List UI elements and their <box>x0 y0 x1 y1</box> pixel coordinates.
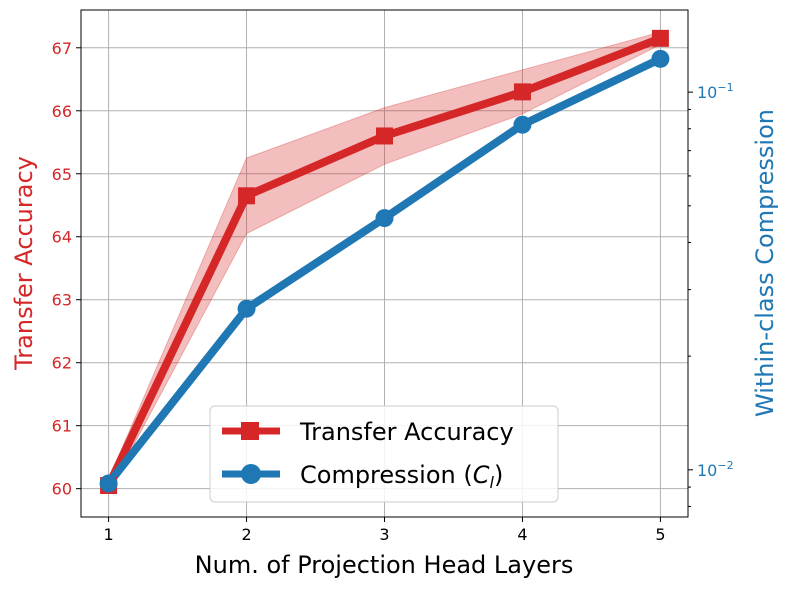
legend-label-transfer-accuracy: Transfer Accuracy <box>299 418 514 446</box>
x-tick-label-2: 2 <box>241 525 251 544</box>
x-tick-label-3: 3 <box>379 525 389 544</box>
legend-label-compression-var: C <box>473 461 490 489</box>
legend-box <box>209 405 559 503</box>
legend-label-compression-sub: l <box>490 473 495 492</box>
left-y-tick-label-64: 64 <box>52 228 72 247</box>
transfer-accuracy-point-4 <box>513 83 531 101</box>
right-y-tick-label-0: 10−2 <box>697 459 734 480</box>
compression-point-5 <box>651 49 670 68</box>
left-y-axis-title: Transfer Accuracy <box>10 156 38 371</box>
compression-point-1 <box>99 474 118 493</box>
left-y-tick-label-63: 63 <box>52 291 72 310</box>
legend-label-compression-prefix: Compression ( <box>300 461 473 489</box>
left-y-tick-label-61: 61 <box>52 417 72 436</box>
compression-point-3 <box>375 209 394 228</box>
right-y-axis-ticks: 10−2 10−1 <box>688 81 734 507</box>
transfer-accuracy-point-3 <box>376 127 393 145</box>
left-y-tick-label-66: 66 <box>52 102 72 121</box>
left-y-tick-label-62: 62 <box>52 354 72 373</box>
left-y-tick-label-60: 60 <box>52 480 72 499</box>
x-tick-label-4: 4 <box>517 525 527 544</box>
x-axis-title: Num. of Projection Head Layers <box>195 551 574 579</box>
grid <box>81 10 688 517</box>
x-tick-label-5: 5 <box>655 525 665 544</box>
legend-label-compression: Compression (Cl) <box>300 461 503 492</box>
right-y-axis-title: Within-class Compression <box>751 109 779 417</box>
legend-marker-square <box>241 422 259 440</box>
compression-point-2 <box>237 299 256 318</box>
series-markers <box>99 29 670 495</box>
x-axis-ticks: 1 2 3 4 5 <box>103 517 666 544</box>
left-y-tick-label-65: 65 <box>52 165 72 184</box>
left-y-axis-ticks: 60 61 62 63 64 65 66 67 <box>52 39 81 499</box>
transfer-accuracy-point-5 <box>651 29 669 47</box>
legend-label-compression-suffix: ) <box>494 461 503 489</box>
transfer-accuracy-point-2 <box>238 187 256 205</box>
right-y-tick-label-1: 10−1 <box>697 81 734 102</box>
legend-marker-circle <box>241 464 261 484</box>
x-tick-label-1: 1 <box>103 525 113 544</box>
left-y-tick-label-67: 67 <box>52 39 72 58</box>
compression-point-4 <box>513 115 532 134</box>
legend: Transfer Accuracy Compression (Cl) <box>209 405 559 503</box>
